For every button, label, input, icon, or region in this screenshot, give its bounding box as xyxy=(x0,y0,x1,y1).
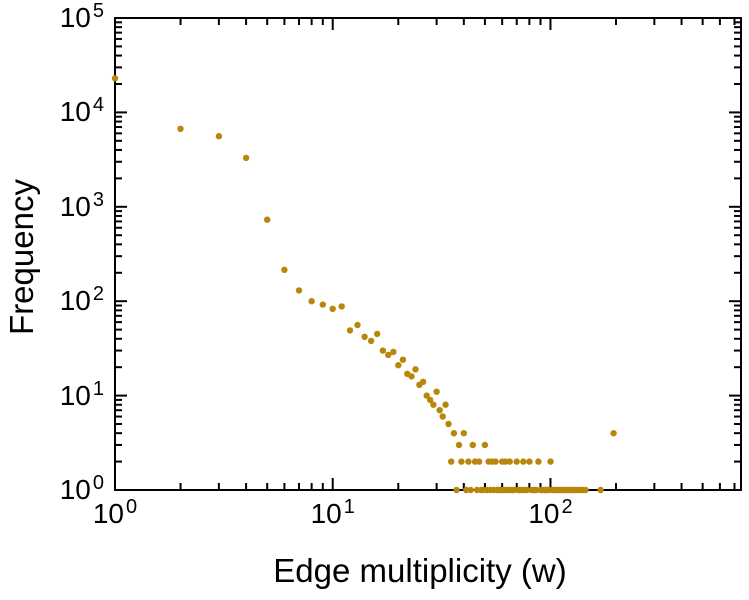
data-point xyxy=(374,330,381,338)
data-point xyxy=(319,301,326,308)
x-tick-exponent: 0 xyxy=(126,496,138,518)
data-point xyxy=(390,348,397,356)
x-tick-label: 10 2 xyxy=(528,496,573,529)
data-point xyxy=(295,287,303,294)
data-point xyxy=(453,486,460,494)
y-tick-exponent: 4 xyxy=(92,94,104,117)
data-point xyxy=(469,441,476,449)
y-tick-exponent: 5 xyxy=(92,0,104,22)
data-point xyxy=(455,441,463,449)
data-point xyxy=(597,486,604,494)
data-point xyxy=(448,458,455,465)
data-point xyxy=(264,216,271,223)
x-tick-label: 10 1 xyxy=(310,496,355,529)
data-point xyxy=(242,154,250,162)
x-tick-exponent: 2 xyxy=(561,496,573,518)
data-point xyxy=(439,413,446,420)
data-point xyxy=(367,337,375,345)
data-point xyxy=(433,388,440,395)
y-tick-exponent: 2 xyxy=(92,283,104,306)
data-point xyxy=(526,458,533,465)
data-point xyxy=(177,125,184,132)
data-point xyxy=(450,430,458,437)
y-tick-label: 10 3 xyxy=(59,188,104,222)
y-tick-exponent: 3 xyxy=(92,188,104,211)
data-point xyxy=(502,458,509,465)
y-tick-exponent: 0 xyxy=(92,472,104,494)
data-point xyxy=(399,356,407,363)
data-point xyxy=(463,486,470,494)
y-tick-exponent: 1 xyxy=(92,377,104,400)
data-point xyxy=(308,298,315,305)
y-tick-label: 10 5 xyxy=(59,0,104,33)
data-point xyxy=(582,486,589,494)
data-point xyxy=(442,401,449,408)
x-tick-exponent: 1 xyxy=(343,496,355,518)
data-point xyxy=(385,351,392,359)
data-point xyxy=(281,266,288,273)
data-point xyxy=(430,401,437,408)
x-axis-title: Edge multiplicity (w) xyxy=(273,552,567,589)
data-point xyxy=(395,362,402,369)
data-point xyxy=(408,373,415,380)
data-point xyxy=(475,458,483,465)
data-point xyxy=(354,321,361,329)
data-point xyxy=(436,407,443,414)
data-point xyxy=(481,441,489,449)
data-point xyxy=(361,333,368,340)
data-point xyxy=(445,420,452,428)
data-point xyxy=(523,486,531,494)
data-point xyxy=(610,430,617,437)
x-tick-label: 10 0 xyxy=(92,496,138,529)
data-point xyxy=(506,458,513,465)
data-point xyxy=(379,347,387,354)
data-point xyxy=(412,366,419,373)
data-point xyxy=(215,133,223,140)
data-point xyxy=(467,486,474,494)
data-point xyxy=(329,305,336,312)
data-point xyxy=(465,458,472,465)
y-tick-label: 10 1 xyxy=(59,377,104,411)
y-tick-label: 10 4 xyxy=(59,94,104,128)
data-point xyxy=(426,396,434,404)
data-point xyxy=(513,458,520,465)
data-point xyxy=(423,392,430,399)
data-point xyxy=(547,458,554,465)
data-point xyxy=(458,458,465,465)
y-tick-label: 10 2 xyxy=(59,283,104,317)
data-point xyxy=(338,303,345,310)
data-point xyxy=(111,75,119,82)
data-point xyxy=(535,458,542,465)
data-point xyxy=(346,327,354,334)
y-axis-title: Frequency xyxy=(3,179,40,335)
y-tick-label: 10 0 xyxy=(59,472,104,505)
data-point xyxy=(520,458,527,465)
data-point xyxy=(492,458,499,465)
data-point xyxy=(419,378,427,385)
data-point xyxy=(460,430,467,437)
